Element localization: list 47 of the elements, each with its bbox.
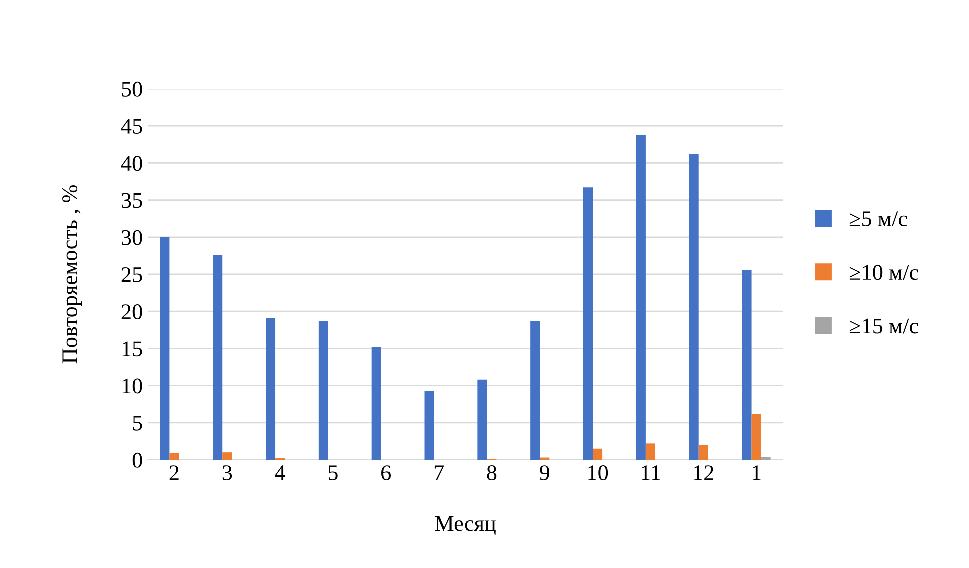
- x-tick-label: 10: [588, 466, 608, 480]
- y-tick-label: 15: [122, 342, 142, 357]
- bar: [689, 154, 699, 460]
- bar: [752, 414, 762, 460]
- y-axis-title: Повторяемость , %: [62, 186, 82, 364]
- y-tick-label: 40: [121, 156, 142, 172]
- bar: [478, 380, 488, 460]
- bar: [318, 321, 328, 460]
- legend-label: ≥15 м/с: [850, 318, 918, 334]
- bar: [222, 452, 232, 460]
- x-tick-label: 12: [694, 466, 714, 480]
- bar: [593, 448, 603, 460]
- x-tick-label: 3: [222, 466, 232, 480]
- y-tick-label: 0: [132, 452, 142, 468]
- bar: [160, 237, 170, 460]
- bar: [742, 270, 752, 460]
- bar: [530, 321, 540, 460]
- x-tick-label: 5: [328, 466, 338, 480]
- x-axis-title: Месяц: [435, 516, 496, 536]
- y-tick-label: 50: [122, 82, 142, 97]
- y-tick-label: 10: [122, 378, 142, 394]
- bar: [584, 188, 594, 460]
- bar: [372, 347, 382, 460]
- bar: [761, 457, 771, 460]
- y-tick-label: 30: [122, 230, 142, 246]
- bar: [646, 444, 656, 460]
- bar: [266, 318, 276, 460]
- y-tick-label: 20: [122, 304, 142, 320]
- x-tick-label: 11: [642, 466, 660, 480]
- bar: [698, 445, 708, 460]
- bar: [213, 255, 223, 460]
- bar: [636, 135, 646, 460]
- y-tick-label: 35: [122, 193, 142, 208]
- y-tick-label: 5: [133, 416, 142, 431]
- x-tick-label: 8: [487, 466, 497, 480]
- y-tick-label: 45: [121, 119, 142, 134]
- bar: [424, 390, 434, 460]
- x-tick-label: 2: [170, 466, 179, 480]
- x-tick-label: 9: [540, 466, 550, 480]
- legend-label: ≥10 м/с: [850, 265, 918, 280]
- y-tick-label: 25: [122, 267, 142, 282]
- bar: [170, 453, 180, 460]
- x-tick-label: 7: [434, 466, 444, 480]
- x-tick-label: 1: [752, 466, 761, 480]
- x-tick-label: 6: [382, 466, 392, 480]
- legend-label: ≥5 м/с: [850, 212, 908, 227]
- x-tick-label: 4: [275, 466, 286, 480]
